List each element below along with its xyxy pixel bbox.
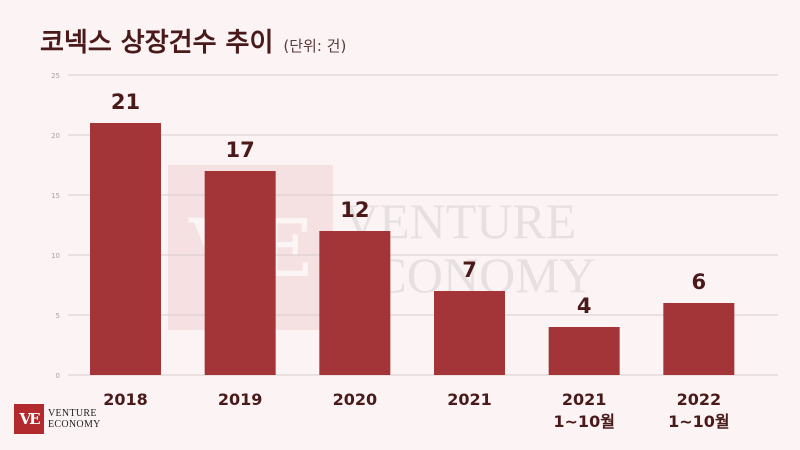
data-label: 6: [692, 270, 707, 294]
data-label: 12: [340, 198, 369, 222]
bar: [434, 291, 505, 375]
x-tick-label: 2019: [218, 390, 263, 409]
x-tick-label: 1~10월: [668, 412, 730, 431]
data-label: 7: [462, 258, 477, 282]
bar: [319, 231, 391, 375]
bar: [548, 327, 620, 375]
title-row: 코넥스 상장건수 추이 (단위: 건): [40, 22, 346, 59]
bar: [204, 171, 276, 375]
y-tick-label: 0: [56, 372, 60, 380]
logo-mark: VE: [14, 404, 44, 434]
x-tick-label: 2021: [447, 390, 492, 409]
bar: [90, 123, 161, 375]
x-tick-label: 1~10월: [553, 412, 615, 431]
logo-line-2: ECONOMY: [48, 419, 101, 430]
y-tick-label: 10: [51, 252, 60, 260]
data-label: 4: [577, 294, 592, 318]
data-label: 17: [226, 138, 255, 162]
venture-economy-logo: VE VENTURE ECONOMY: [14, 404, 101, 434]
y-tick-label: 20: [51, 132, 60, 140]
x-tick-label: 2020: [333, 390, 378, 409]
unit-label: (단위: 건): [283, 37, 347, 55]
y-tick-label: 5: [56, 312, 60, 320]
y-tick-label: 15: [51, 192, 60, 200]
logo-text: VENTURE ECONOMY: [48, 408, 101, 430]
chart-title: 코넥스 상장건수 추이: [40, 28, 274, 58]
data-label: 21: [111, 90, 140, 114]
y-tick-label: 25: [51, 72, 60, 80]
logo-line-1: VENTURE: [48, 408, 97, 419]
bar: [663, 303, 735, 375]
x-tick-label: 2018: [103, 390, 148, 409]
x-tick-label: 2021: [562, 390, 607, 409]
x-tick-label: 2022: [677, 390, 722, 409]
